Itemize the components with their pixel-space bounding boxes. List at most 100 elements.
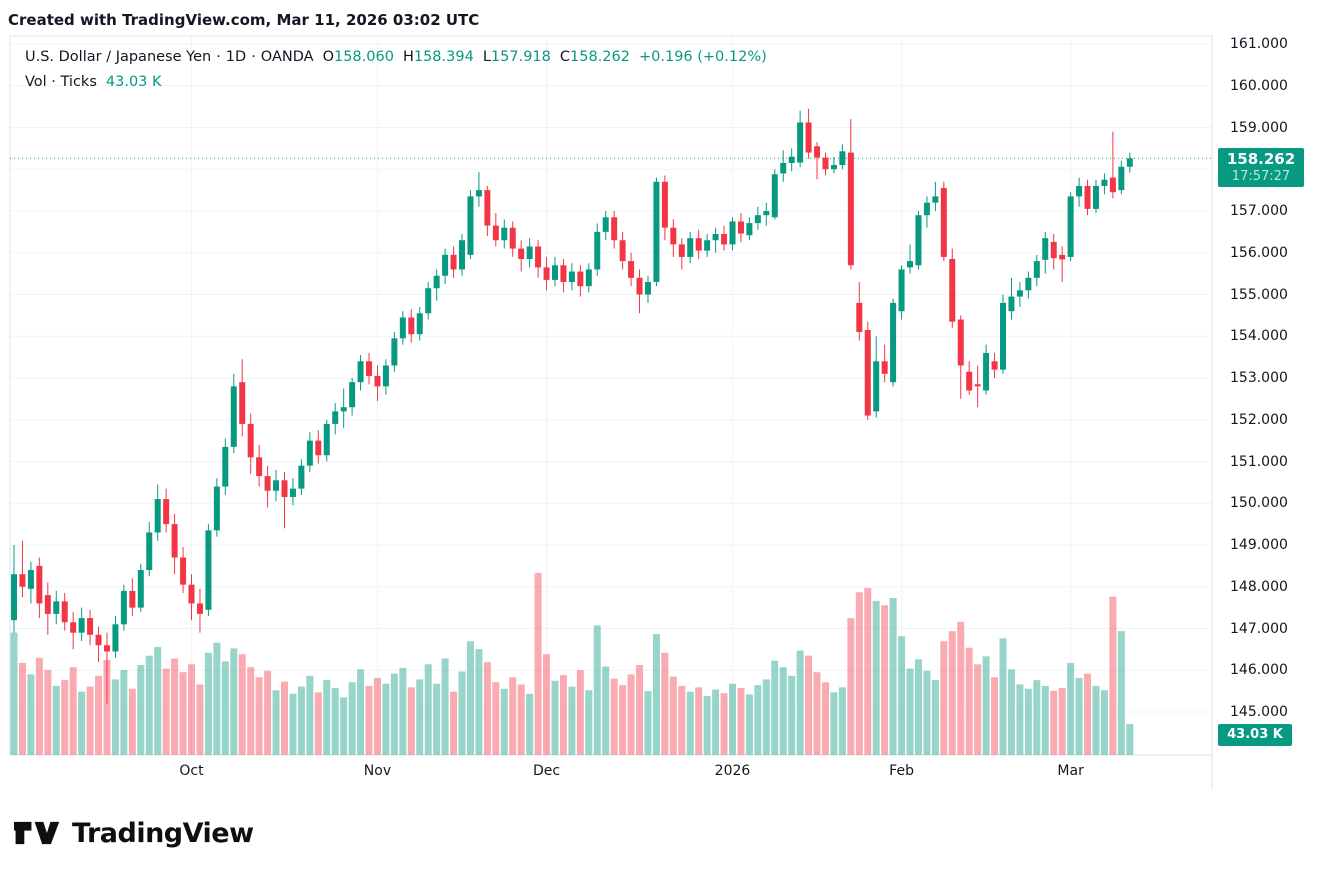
candle [949,248,956,328]
candle [87,609,94,646]
candle [332,403,339,435]
volume-bar [813,672,821,755]
volume-bar [627,674,635,755]
volume-bar [1058,688,1066,755]
candle [695,229,702,260]
volume-bar [95,675,103,755]
time-axis[interactable]: Oct Nov Dec 2026 Feb Mar [0,755,1212,791]
candle [653,177,660,287]
volume-bar [1007,669,1015,755]
volume-bar [221,661,229,755]
candle [856,281,863,341]
volume-bar [838,687,846,755]
candle [780,150,787,182]
volume-bar [965,647,973,755]
volume-bar [695,687,703,755]
volume-bar [602,666,610,755]
candle [966,361,973,395]
volume-bar [914,659,922,755]
candle [298,459,305,495]
volume-bar [779,667,787,755]
candle [61,593,68,631]
candle [264,465,271,508]
price-tick-label: 159.000 [1230,119,1288,136]
candle [44,582,51,635]
high-value: H158.394 [402,49,474,65]
volume-bar [137,665,145,755]
candle [518,240,525,272]
volume-bar [940,641,948,755]
candle [1109,131,1116,199]
low-value: L157.918 [482,49,551,65]
volume-bar [44,670,52,755]
volume-bar [171,658,179,755]
volume-bar [821,682,829,755]
candle [36,557,43,619]
candle [830,156,837,174]
volume-bar [796,650,804,755]
candle [315,430,322,464]
volume-bar [35,657,43,755]
volume-bar [509,677,517,755]
volume-bar [27,674,35,755]
volume-bar [771,660,779,755]
candle [120,584,127,631]
candle [95,626,102,662]
volume-legend[interactable]: Vol · Ticks 43.03 K [25,74,162,90]
tradingview-logo[interactable]: TradingView [14,816,254,850]
candle [898,265,905,320]
candle [678,238,685,270]
candle [805,108,812,159]
candle [442,248,449,285]
symbol-legend[interactable]: U.S. Dollar / Japanese Yen · 1D · OANDA O158.… [25,49,767,65]
candle [1025,271,1032,299]
candle [1050,233,1057,270]
candle [399,311,406,345]
candle [991,352,998,378]
open-value: O158.060 [322,49,394,65]
candle [188,574,195,621]
candle [873,336,880,418]
volume-bar [1109,596,1117,755]
volume-bar [314,692,322,755]
time-tick-label: Nov [363,763,392,779]
candle [907,244,914,274]
candle [137,563,144,612]
volume-legend-value: 43.03 K [105,74,162,90]
candle [222,438,229,495]
volume-bar [280,681,288,755]
candle [1092,179,1099,214]
candle [602,211,609,241]
volume-bar [855,592,863,755]
tradingview-logo-icon [14,821,60,845]
candle [1126,152,1133,173]
candle [129,578,136,616]
volume-bar [196,684,204,755]
candle [450,246,457,278]
volume-bar [204,652,212,755]
candle [340,388,347,429]
candle [560,259,567,293]
candle [551,256,558,287]
candle [771,169,778,220]
volume-bar [340,697,348,755]
volume-bar [923,670,931,755]
time-tick-label: Feb [889,763,914,779]
volume-bar [297,686,305,755]
volume-bar [1084,673,1092,755]
volume-bar [737,688,745,755]
volume-bar [1092,685,1100,755]
price-axis[interactable]: 161.000160.000159.000158.000157.000156.0… [1212,36,1322,755]
volume-bar [61,680,69,755]
volume-bar [661,652,669,755]
price-tick-label: 146.000 [1230,662,1288,679]
volume-bar [610,678,618,755]
candle [704,233,711,257]
volume-bar [188,664,196,755]
candle [957,315,964,399]
candle [644,275,651,303]
volume-bar [526,693,534,755]
volume-bar [357,669,365,755]
volume-bar [652,634,660,755]
